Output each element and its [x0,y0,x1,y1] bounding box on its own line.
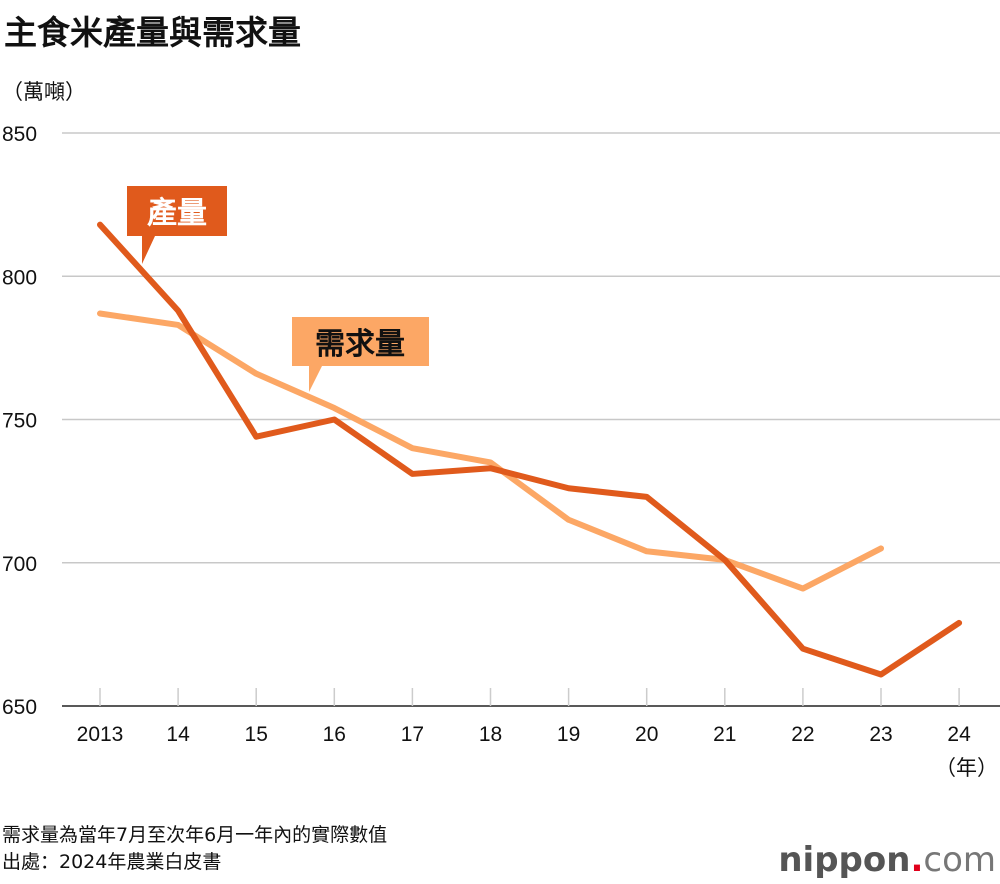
x-tick-label: 18 [479,723,502,746]
production-callout [127,186,227,264]
y-axis-unit: （萬噸） [2,80,86,104]
series-line-demand [97,310,884,592]
x-tick-label: 17 [401,723,424,746]
chart-title: 主食米產量與需求量 [4,13,301,52]
x-tick-label: 24 [947,723,971,746]
y-tick-label: 750 [2,410,37,433]
x-axis-unit: （年） [935,757,998,780]
note-source: 出處：2024年農業白皮書 [2,851,222,873]
footnotes: 需求量為當年7月至次年6月一年內的實際數值 出處：2024年農業白皮書 [2,822,387,876]
x-tick-label: 22 [791,723,814,746]
x-tick-label: 16 [323,723,346,746]
nippon-logo: nippon.com [778,840,996,880]
y-tick-label: 700 [2,553,37,576]
x-tick-label: 15 [245,723,268,746]
x-tick-label: 19 [557,723,580,746]
y-tick-label: 850 [2,123,37,146]
x-tick-label: 21 [713,723,736,746]
production-callout-label: 產量 [147,196,207,231]
demand-callout-label: 需求量 [315,327,405,362]
x-tick-label: 20 [635,723,658,746]
note-demand-definition: 需求量為當年7月至次年6月一年內的實際數值 [2,824,388,846]
demand-callout [292,317,429,392]
x-tick-label: 2013 [77,723,124,746]
x-tick-label: 14 [166,723,190,746]
y-tick-label: 800 [2,266,37,289]
y-tick-label: 650 [2,696,37,719]
series-line-production [97,221,963,678]
x-tick-label: 23 [869,723,892,746]
